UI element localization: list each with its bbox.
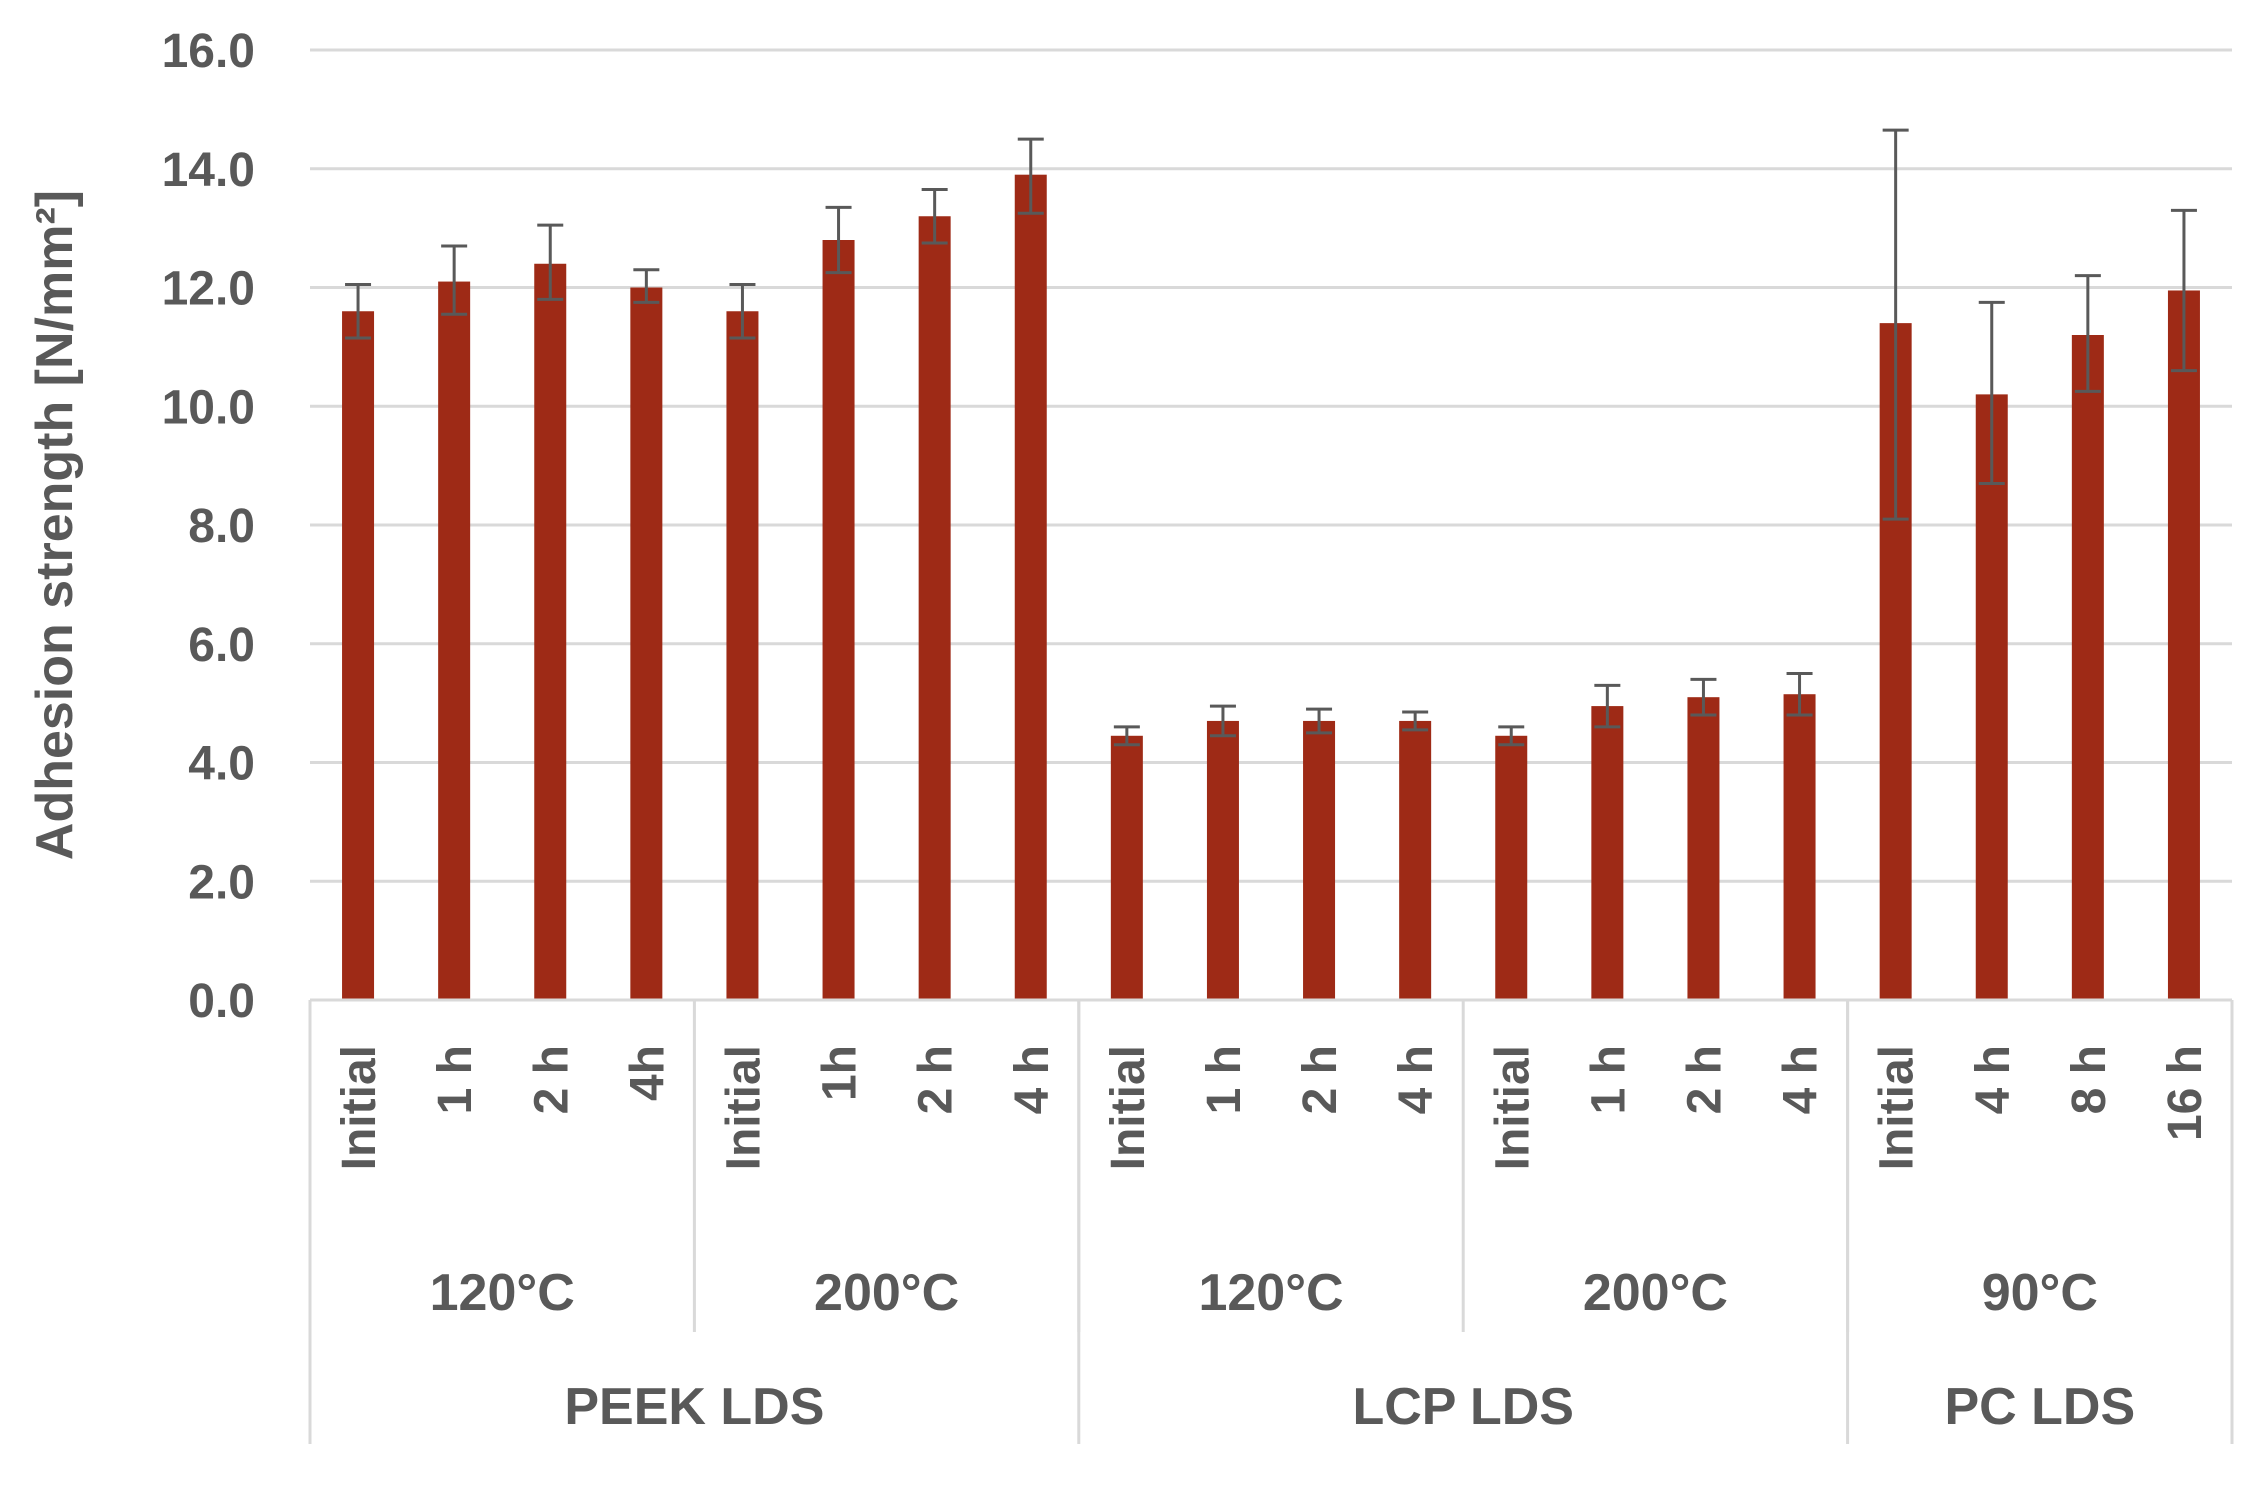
bar <box>1014 174 1047 1000</box>
y-tick-label: 4.0 <box>188 738 255 791</box>
x-tick-label: 1 h <box>1198 1045 1251 1114</box>
temperature-group-label: 120°C <box>430 1264 575 1322</box>
x-tick-label: 4 h <box>1967 1045 2020 1114</box>
y-axis-ticks: 0.0 2.0 4.0 6.0 8.0 10.0 12.0 14.0 16.0 <box>162 25 255 1028</box>
bar <box>822 240 855 1000</box>
bar <box>1687 697 1720 1000</box>
bar <box>1110 735 1143 1000</box>
x-tick-label: 1 h <box>1582 1045 1635 1114</box>
bar <box>1783 694 1816 1000</box>
x-tick-label: 2 h <box>525 1045 578 1114</box>
material-group-label: LCP LDS <box>1352 1378 1574 1436</box>
y-tick-label: 0.0 <box>188 975 255 1028</box>
x-tick-label: 1 h <box>429 1045 482 1114</box>
x-tick-label: 2 h <box>1294 1045 1347 1114</box>
bar <box>1206 720 1239 1000</box>
temperature-group-label: 90°C <box>1982 1264 2098 1322</box>
x-tick-label: 16 h <box>2159 1045 2212 1141</box>
bar <box>1303 720 1336 1000</box>
y-tick-label: 2.0 <box>188 856 255 909</box>
material-group-label: PC LDS <box>1944 1378 2135 1436</box>
temperature-group-label: 200°C <box>814 1264 959 1322</box>
material-group-label: PEEK LDS <box>564 1378 824 1436</box>
x-axis: Initial 1 h 2 h 4h Initial 1h 2 h 4 h Initial 1 h… <box>308 998 2234 1444</box>
bar <box>342 311 375 1000</box>
error-bars <box>345 128 2197 747</box>
bar <box>2071 335 2104 1000</box>
x-tick-label: 2 h <box>910 1045 963 1114</box>
bar <box>1495 735 1528 1000</box>
x-tick-label: 2 h <box>1678 1045 1731 1114</box>
x-tick-label: 4h <box>621 1045 674 1101</box>
x-tick-label: Initial <box>1102 1045 1155 1170</box>
bar <box>438 281 471 1000</box>
bar <box>1399 720 1432 1000</box>
x-tick-label: Initial <box>333 1045 386 1170</box>
bar <box>726 311 759 1000</box>
y-tick-label: 12.0 <box>162 263 255 316</box>
x-tick-label: 8 h <box>2063 1045 2116 1114</box>
temperature-group-label: 120°C <box>1198 1264 1343 1322</box>
y-tick-label: 8.0 <box>188 500 255 553</box>
bar <box>2167 290 2200 1000</box>
x-tick-label: 4 h <box>1390 1045 1443 1114</box>
bar <box>1591 706 1624 1000</box>
y-tick-label: 14.0 <box>162 144 255 197</box>
bar <box>1975 394 2008 1000</box>
bar <box>534 263 567 1000</box>
y-tick-label: 16.0 <box>162 25 255 78</box>
temperature-group-label: 200°C <box>1583 1264 1728 1322</box>
y-tick-label: 6.0 <box>188 619 255 672</box>
bar <box>918 216 951 1000</box>
x-tick-label: Initial <box>717 1045 770 1170</box>
x-tick-label: 4 h <box>1006 1045 1059 1114</box>
bar <box>630 287 663 1000</box>
x-tick-label: 1h <box>814 1045 867 1101</box>
x-tick-label: Initial <box>1871 1045 1924 1170</box>
y-tick-label: 10.0 <box>162 381 255 434</box>
x-tick-label: Initial <box>1486 1045 1539 1170</box>
gridlines <box>310 48 2232 883</box>
x-tick-label: 4 h <box>1775 1045 1828 1114</box>
y-axis-label: Adhesion strength [N/mm²] <box>26 190 84 860</box>
bars <box>342 174 2200 1000</box>
